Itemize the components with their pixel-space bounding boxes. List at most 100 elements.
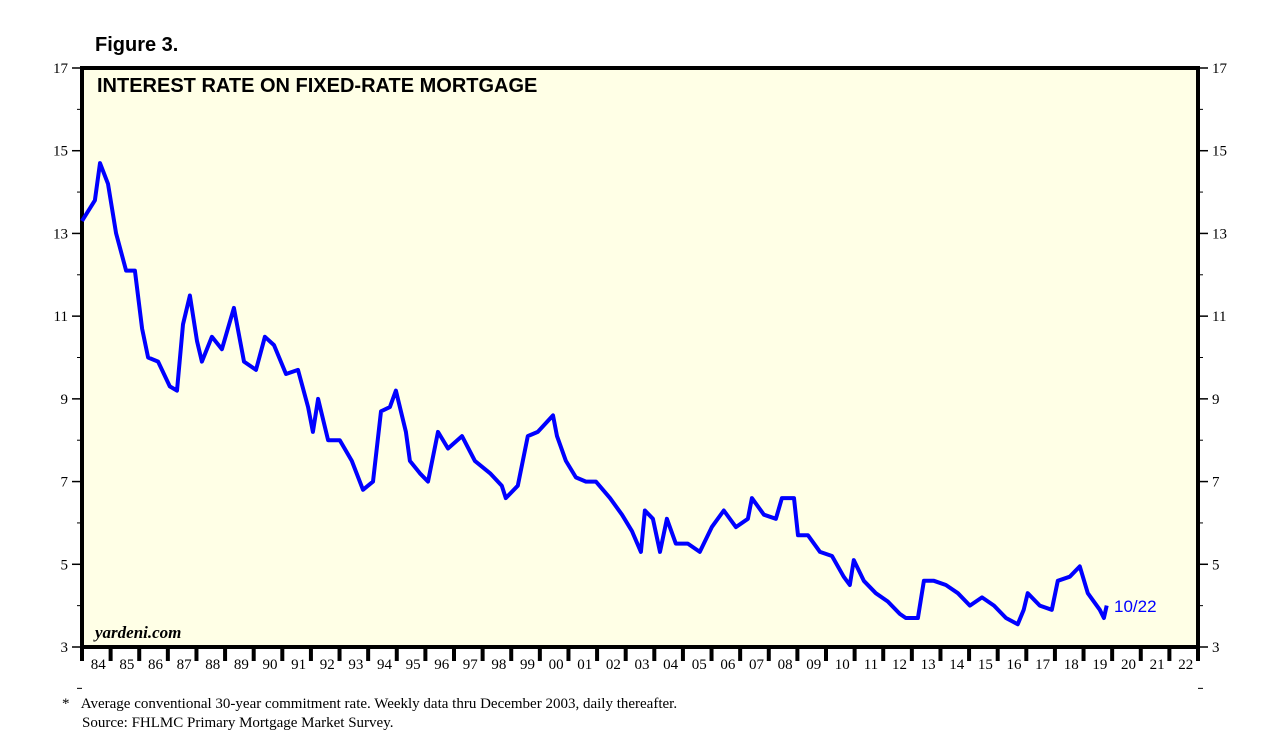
x-tick-label: 08 (778, 657, 793, 673)
x-tick (480, 647, 485, 661)
x-tick (194, 647, 199, 661)
x-tick-label: 95 (406, 657, 421, 673)
x-tick (452, 647, 456, 661)
x-tick-label: 94 (377, 657, 393, 673)
x-tick-label: 90 (263, 657, 278, 673)
x-tick-label: 02 (606, 657, 621, 673)
figure-label: Figure 3. (95, 34, 179, 56)
x-tick (251, 647, 256, 661)
y-tick-label-right: 9 (1212, 392, 1220, 408)
plot-area (82, 68, 1198, 647)
footnote-line-1: * Average conventional 30-year commitmen… (62, 696, 677, 713)
x-tick-label: 09 (806, 657, 821, 673)
y-tick-label-right: 5 (1212, 557, 1220, 573)
x-tick-label: 85 (119, 657, 134, 673)
x-tick (1196, 647, 1200, 661)
x-tick-label: 13 (921, 657, 936, 673)
y-tick-label-left: 11 (54, 309, 68, 325)
x-tick (680, 647, 685, 661)
x-tick-label: 86 (148, 657, 164, 673)
y-tick-label-right: 3 (1212, 640, 1220, 656)
footnote-text: Average conventional 30-year commitment … (80, 696, 678, 712)
x-tick (337, 647, 342, 661)
y-tick-label-right: 7 (1212, 475, 1220, 491)
x-tick (509, 647, 514, 661)
x-tick (995, 647, 1000, 661)
footnote-marker: * (62, 696, 70, 712)
x-tick-label: 22 (1178, 657, 1193, 673)
x-tick (967, 647, 972, 661)
x-tick-label: 91 (291, 657, 306, 673)
series-line (80, 161, 1109, 627)
x-tick-label: 04 (663, 657, 679, 673)
x-tick-label: 84 (91, 657, 107, 673)
x-tick-label: 21 (1150, 657, 1165, 673)
x-tick-label: 15 (978, 657, 993, 673)
x-tick-label: 88 (205, 657, 220, 673)
x-tick-label: 17 (1035, 657, 1051, 673)
y-tick-label-left: 13 (53, 226, 68, 242)
x-tick-label: 98 (491, 657, 506, 673)
x-tick (652, 647, 657, 661)
x-tick-label: 89 (234, 657, 249, 673)
x-tick (1110, 647, 1115, 661)
x-tick-label: 07 (749, 657, 765, 673)
x-tick (852, 647, 857, 661)
y-tick-label-left: 3 (61, 640, 69, 656)
y-tick-label-left: 5 (61, 557, 69, 573)
x-tick-label: 96 (434, 657, 450, 673)
x-tick-label: 03 (635, 657, 650, 673)
x-tick (595, 647, 600, 661)
x-tick-label: 18 (1064, 657, 1079, 673)
x-tick-label: 87 (177, 657, 193, 673)
x-tick-label: 93 (348, 657, 363, 673)
x-tick (308, 647, 313, 661)
x-tick (824, 647, 828, 661)
x-tick (423, 647, 428, 661)
x-tick (766, 647, 771, 661)
x-tick (137, 647, 142, 661)
x-tick-label: 10 (835, 657, 850, 673)
x-tick (795, 647, 800, 661)
x-tick (1167, 647, 1172, 661)
y-tick-label-left: 15 (53, 144, 68, 160)
footnote-source: Source: FHLMC Primary Mortgage Market Su… (82, 715, 394, 731)
y-tick-label-left: 17 (53, 61, 69, 77)
x-tick-label: 92 (320, 657, 335, 673)
x-tick-label: 05 (692, 657, 707, 673)
x-tick-label: 01 (577, 657, 592, 673)
x-tick-label: 99 (520, 657, 535, 673)
x-tick (909, 647, 914, 661)
x-tick (223, 647, 228, 661)
x-tick (280, 647, 285, 661)
x-tick-label: 16 (1007, 657, 1023, 673)
x-tick (1081, 647, 1086, 661)
x-tick (394, 647, 399, 661)
chart-title: INTEREST RATE ON FIXED-RATE MORTGAGE (97, 75, 537, 97)
x-tick (366, 647, 371, 661)
x-tick-label: 19 (1092, 657, 1107, 673)
y-tick-label-left: 9 (61, 392, 69, 408)
y-tick-label-right: 11 (1212, 309, 1226, 325)
end-label: 10/22 (1114, 597, 1157, 616)
x-tick (938, 647, 943, 661)
x-tick (537, 647, 542, 661)
x-tick-label: 00 (549, 657, 564, 673)
y-tick-label-left: 7 (61, 475, 69, 491)
y-tick-label-right: 13 (1212, 226, 1227, 242)
y-tick-label-right: 17 (1212, 61, 1228, 77)
x-tick (80, 647, 84, 661)
x-tick-label: 20 (1121, 657, 1136, 673)
plot-border (80, 66, 1200, 649)
x-tick-label: 14 (949, 657, 965, 673)
x-tick (709, 647, 714, 661)
x-tick (738, 647, 743, 661)
x-tick-label: 11 (864, 657, 878, 673)
x-tick (566, 647, 571, 661)
x-tick-label: 97 (463, 657, 479, 673)
x-tick (881, 647, 886, 661)
x-tick (165, 647, 170, 661)
x-tick (108, 647, 113, 661)
x-tick-label: 12 (892, 657, 907, 673)
